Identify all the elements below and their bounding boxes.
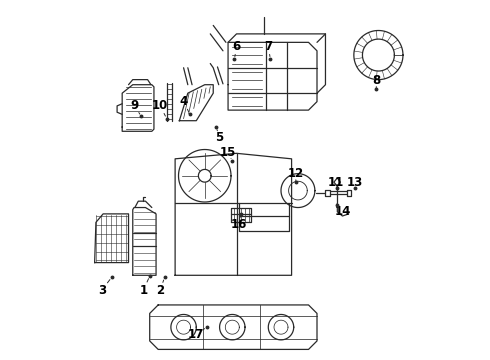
Text: 8: 8: [372, 74, 380, 87]
Text: 4: 4: [179, 95, 188, 108]
Text: 5: 5: [216, 131, 224, 144]
Text: 12: 12: [288, 167, 304, 180]
Text: 1: 1: [139, 284, 147, 297]
Text: 6: 6: [232, 40, 241, 53]
Text: 16: 16: [230, 218, 247, 231]
Text: 9: 9: [131, 99, 139, 112]
Text: 3: 3: [98, 284, 106, 297]
Text: 17: 17: [188, 328, 204, 341]
Text: 15: 15: [220, 146, 236, 159]
Text: 13: 13: [347, 176, 363, 189]
Text: 2: 2: [156, 284, 164, 297]
Text: 10: 10: [152, 99, 169, 112]
Text: 7: 7: [264, 40, 272, 53]
Text: 11: 11: [328, 176, 344, 189]
Text: 14: 14: [334, 205, 351, 218]
